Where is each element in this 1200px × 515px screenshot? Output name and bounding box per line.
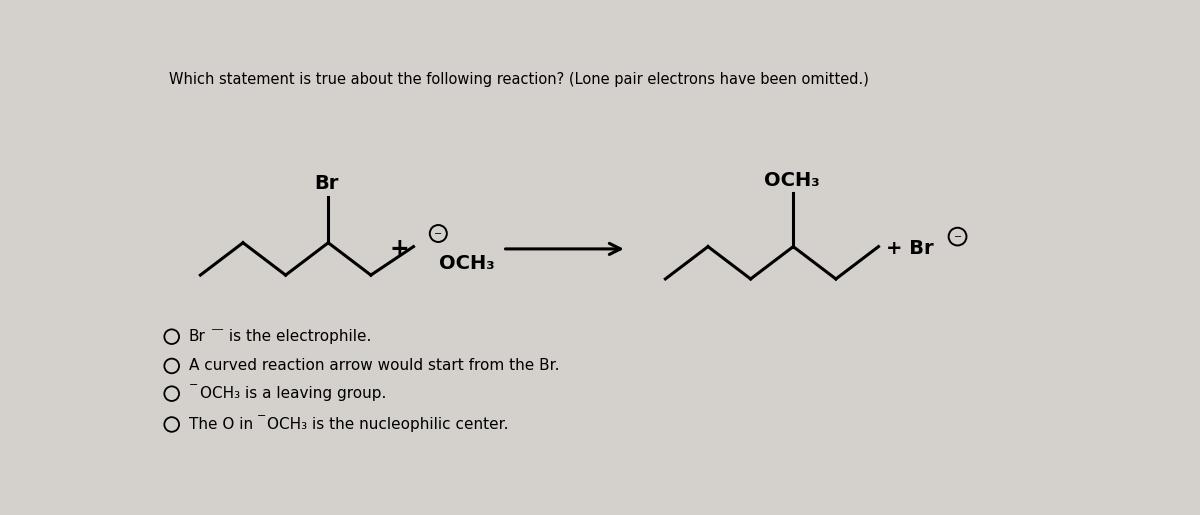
- Text: OCH₃ is a leaving group.: OCH₃ is a leaving group.: [199, 386, 386, 401]
- Text: Br: Br: [314, 175, 338, 194]
- Text: OCH₃: OCH₃: [439, 253, 494, 272]
- Text: −: −: [434, 229, 443, 238]
- Text: A curved reaction arrow would start from the Br.: A curved reaction arrow would start from…: [188, 358, 559, 373]
- Text: −: −: [188, 380, 198, 390]
- Text: OCH₃ is the nucleophilic center.: OCH₃ is the nucleophilic center.: [268, 417, 509, 432]
- Text: −: −: [257, 411, 266, 421]
- Text: + Br: + Br: [887, 239, 934, 259]
- Text: −: −: [954, 232, 961, 242]
- Text: OCH₃: OCH₃: [764, 170, 820, 190]
- Text: ―: ―: [212, 324, 223, 334]
- Text: Br: Br: [188, 329, 205, 344]
- Text: Which statement is true about the following reaction? (Lone pair electrons have : Which statement is true about the follow…: [169, 72, 869, 87]
- Text: is the electrophile.: is the electrophile.: [223, 329, 371, 344]
- Text: The O in: The O in: [188, 417, 258, 432]
- Text: +: +: [390, 237, 409, 261]
